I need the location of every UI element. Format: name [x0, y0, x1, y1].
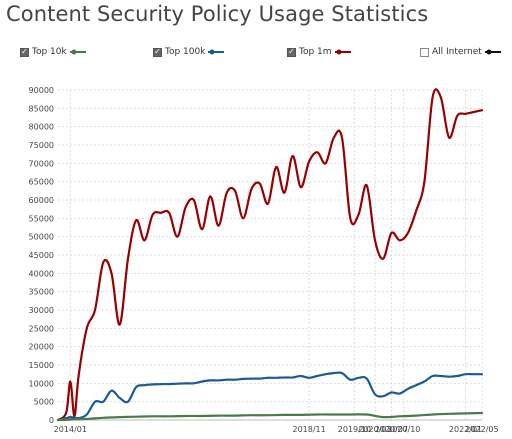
y-tick-label: 15000: [29, 361, 54, 370]
y-tick-label: 75000: [29, 141, 54, 150]
y-tick-label: 65000: [29, 178, 54, 187]
y-tick-label: 50000: [29, 233, 54, 242]
y-tick-label: 40000: [29, 269, 54, 278]
y-tick-label: 0: [49, 416, 54, 425]
series-line-top-10k: [56, 411, 484, 422]
legend-label: Top 100k: [165, 47, 206, 57]
checkbox-icon[interactable]: ✓: [287, 47, 296, 57]
y-tick-label: 20000: [29, 343, 54, 352]
y-tick-label: 5000: [34, 398, 54, 407]
y-tick-label: 80000: [29, 123, 54, 132]
y-tick-label: 35000: [29, 288, 54, 297]
x-tick-label: 2019/10: [338, 425, 371, 434]
x-tick-label: 2020/07: [375, 425, 408, 434]
line-swatch-icon: [69, 49, 86, 55]
y-tick-label: 30000: [29, 306, 54, 315]
series-line-top-100k: [56, 371, 484, 422]
y-tick-label: 70000: [29, 159, 54, 168]
y-tick-label: 25000: [29, 324, 54, 333]
checkbox-icon[interactable]: ✓: [20, 47, 29, 57]
x-tick-label: 2022/01: [449, 425, 482, 434]
legend-item-top1m[interactable]: ✓ Top 1m: [287, 45, 351, 59]
y-tick-label: 45000: [29, 251, 54, 260]
legend-item-top100k[interactable]: ✓ Top 100k: [153, 45, 225, 59]
series-line-top-1m: [56, 88, 484, 422]
y-tick-label: 55000: [29, 214, 54, 223]
checkbox-icon[interactable]: ✓: [153, 47, 162, 57]
y-tick-label: 10000: [29, 379, 54, 388]
line-swatch-icon: [334, 49, 351, 55]
x-tick-label: 2018/11: [292, 425, 325, 434]
y-tick-label: 85000: [29, 104, 54, 113]
checkbox-icon[interactable]: [420, 47, 429, 57]
legend-item-top10k[interactable]: ✓ Top 10k: [20, 45, 86, 59]
legend-item-all-internet[interactable]: All Internet: [420, 45, 501, 59]
x-tick-label: 2014/01: [54, 425, 87, 434]
legend-label: Top 10k: [32, 47, 67, 57]
x-tick-label: 2022/05: [465, 425, 498, 434]
x-tick-label: 2020/03: [358, 425, 391, 434]
chart-title: Content Security Policy Usage Statistics: [6, 2, 429, 26]
legend-label: All Internet: [432, 47, 482, 57]
legend-label: Top 1m: [299, 47, 332, 57]
line-swatch-icon: [484, 49, 501, 55]
y-tick-label: 60000: [29, 196, 54, 205]
line-swatch-icon: [208, 49, 225, 55]
y-tick-label: 90000: [29, 86, 54, 95]
x-tick-label: 2020/10: [387, 425, 420, 434]
